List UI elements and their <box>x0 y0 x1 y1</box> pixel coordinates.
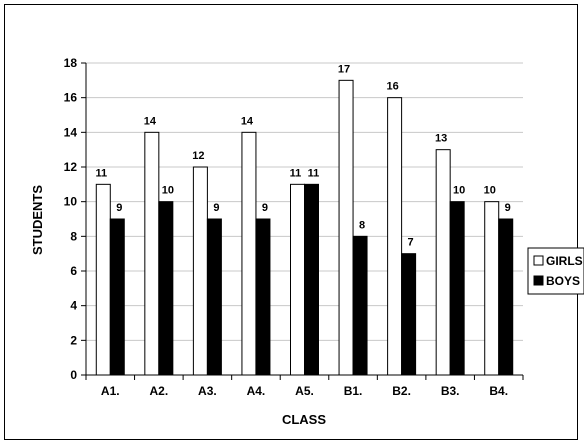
data-label: 7 <box>408 237 414 249</box>
y-tick-label: 0 <box>70 368 77 382</box>
data-label: 17 <box>338 63 350 75</box>
axes: 0 2 4 6 8 10 12 14 16 18 A1. A2. A3. A4. A5. B1. B2. B3. B… <box>64 56 524 398</box>
data-label: 10 <box>162 185 174 197</box>
bar-boys-a5 <box>304 183 319 376</box>
data-label: 9 <box>505 202 511 214</box>
data-label: 9 <box>213 202 219 214</box>
bar-boys-a1 <box>109 218 125 376</box>
x-tick-label: A2. <box>149 384 168 398</box>
bar-girls-b4 <box>484 201 500 376</box>
data-label: 8 <box>359 219 365 231</box>
data-label: 11 <box>308 167 320 179</box>
x-tick-label: B3. <box>441 384 460 398</box>
x-tick-label: A1. <box>101 384 120 398</box>
bar-girls-a2 <box>144 131 160 376</box>
y-tick-label: 8 <box>70 229 77 243</box>
data-labels: 11 9 14 10 12 9 14 9 11 11 17 8 16 7 13 10 10 9 <box>95 63 510 248</box>
x-tick-label: A5. <box>295 384 314 398</box>
x-tick-label: B1. <box>344 384 363 398</box>
bar-girls-a3 <box>192 166 208 376</box>
y-tick-label: 18 <box>64 56 78 70</box>
y-tick-label: 10 <box>64 195 78 209</box>
y-tick-label: 4 <box>70 299 77 313</box>
x-tick-label: A4. <box>247 384 266 398</box>
legend-swatch-girls <box>533 255 544 266</box>
bar-girls-b3 <box>435 149 451 376</box>
x-tick-label: A3. <box>198 384 217 398</box>
legend-label-girls: GIRLS <box>546 254 583 268</box>
data-label: 12 <box>192 150 204 162</box>
legend: GIRLS BOYS <box>527 247 584 295</box>
data-label: 13 <box>435 133 447 145</box>
x-axis-label: CLASS <box>282 412 326 427</box>
y-tick-label: 14 <box>64 125 78 139</box>
bar-boys-b2 <box>401 253 417 376</box>
y-axis-label: STUDENTS <box>30 185 45 255</box>
bar-boys-b3 <box>449 201 465 376</box>
y-tick-label: 16 <box>64 91 78 105</box>
bar-girls-a1 <box>95 183 111 376</box>
data-label: 11 <box>95 167 107 179</box>
data-label: 14 <box>144 115 157 127</box>
data-label: 11 <box>290 167 302 179</box>
x-tick-label: B4. <box>489 384 508 398</box>
bar-boys-b1 <box>352 235 368 376</box>
x-tick-label: B2. <box>392 384 411 398</box>
bar-boys-a2 <box>158 201 174 376</box>
data-label: 10 <box>484 185 496 197</box>
data-label: 9 <box>262 202 268 214</box>
bar-boys-b4 <box>498 218 514 376</box>
legend-swatch-boys <box>533 275 544 286</box>
bar-girls-b1 <box>338 79 354 376</box>
y-tick-label: 12 <box>64 160 78 174</box>
bar-boys-a3 <box>206 218 222 376</box>
legend-label-boys: BOYS <box>546 274 580 288</box>
data-label: 14 <box>241 115 254 127</box>
bar-girls-a4 <box>241 131 257 376</box>
bars <box>95 79 514 376</box>
data-label: 9 <box>116 202 122 214</box>
bar-boys-a4 <box>255 218 271 376</box>
y-tick-label: 6 <box>70 264 77 278</box>
bar-girls-b2 <box>387 97 403 376</box>
y-tick-label: 2 <box>70 333 77 347</box>
data-label: 10 <box>453 185 465 197</box>
data-label: 16 <box>386 81 398 93</box>
bar-girls-a5 <box>290 183 305 376</box>
